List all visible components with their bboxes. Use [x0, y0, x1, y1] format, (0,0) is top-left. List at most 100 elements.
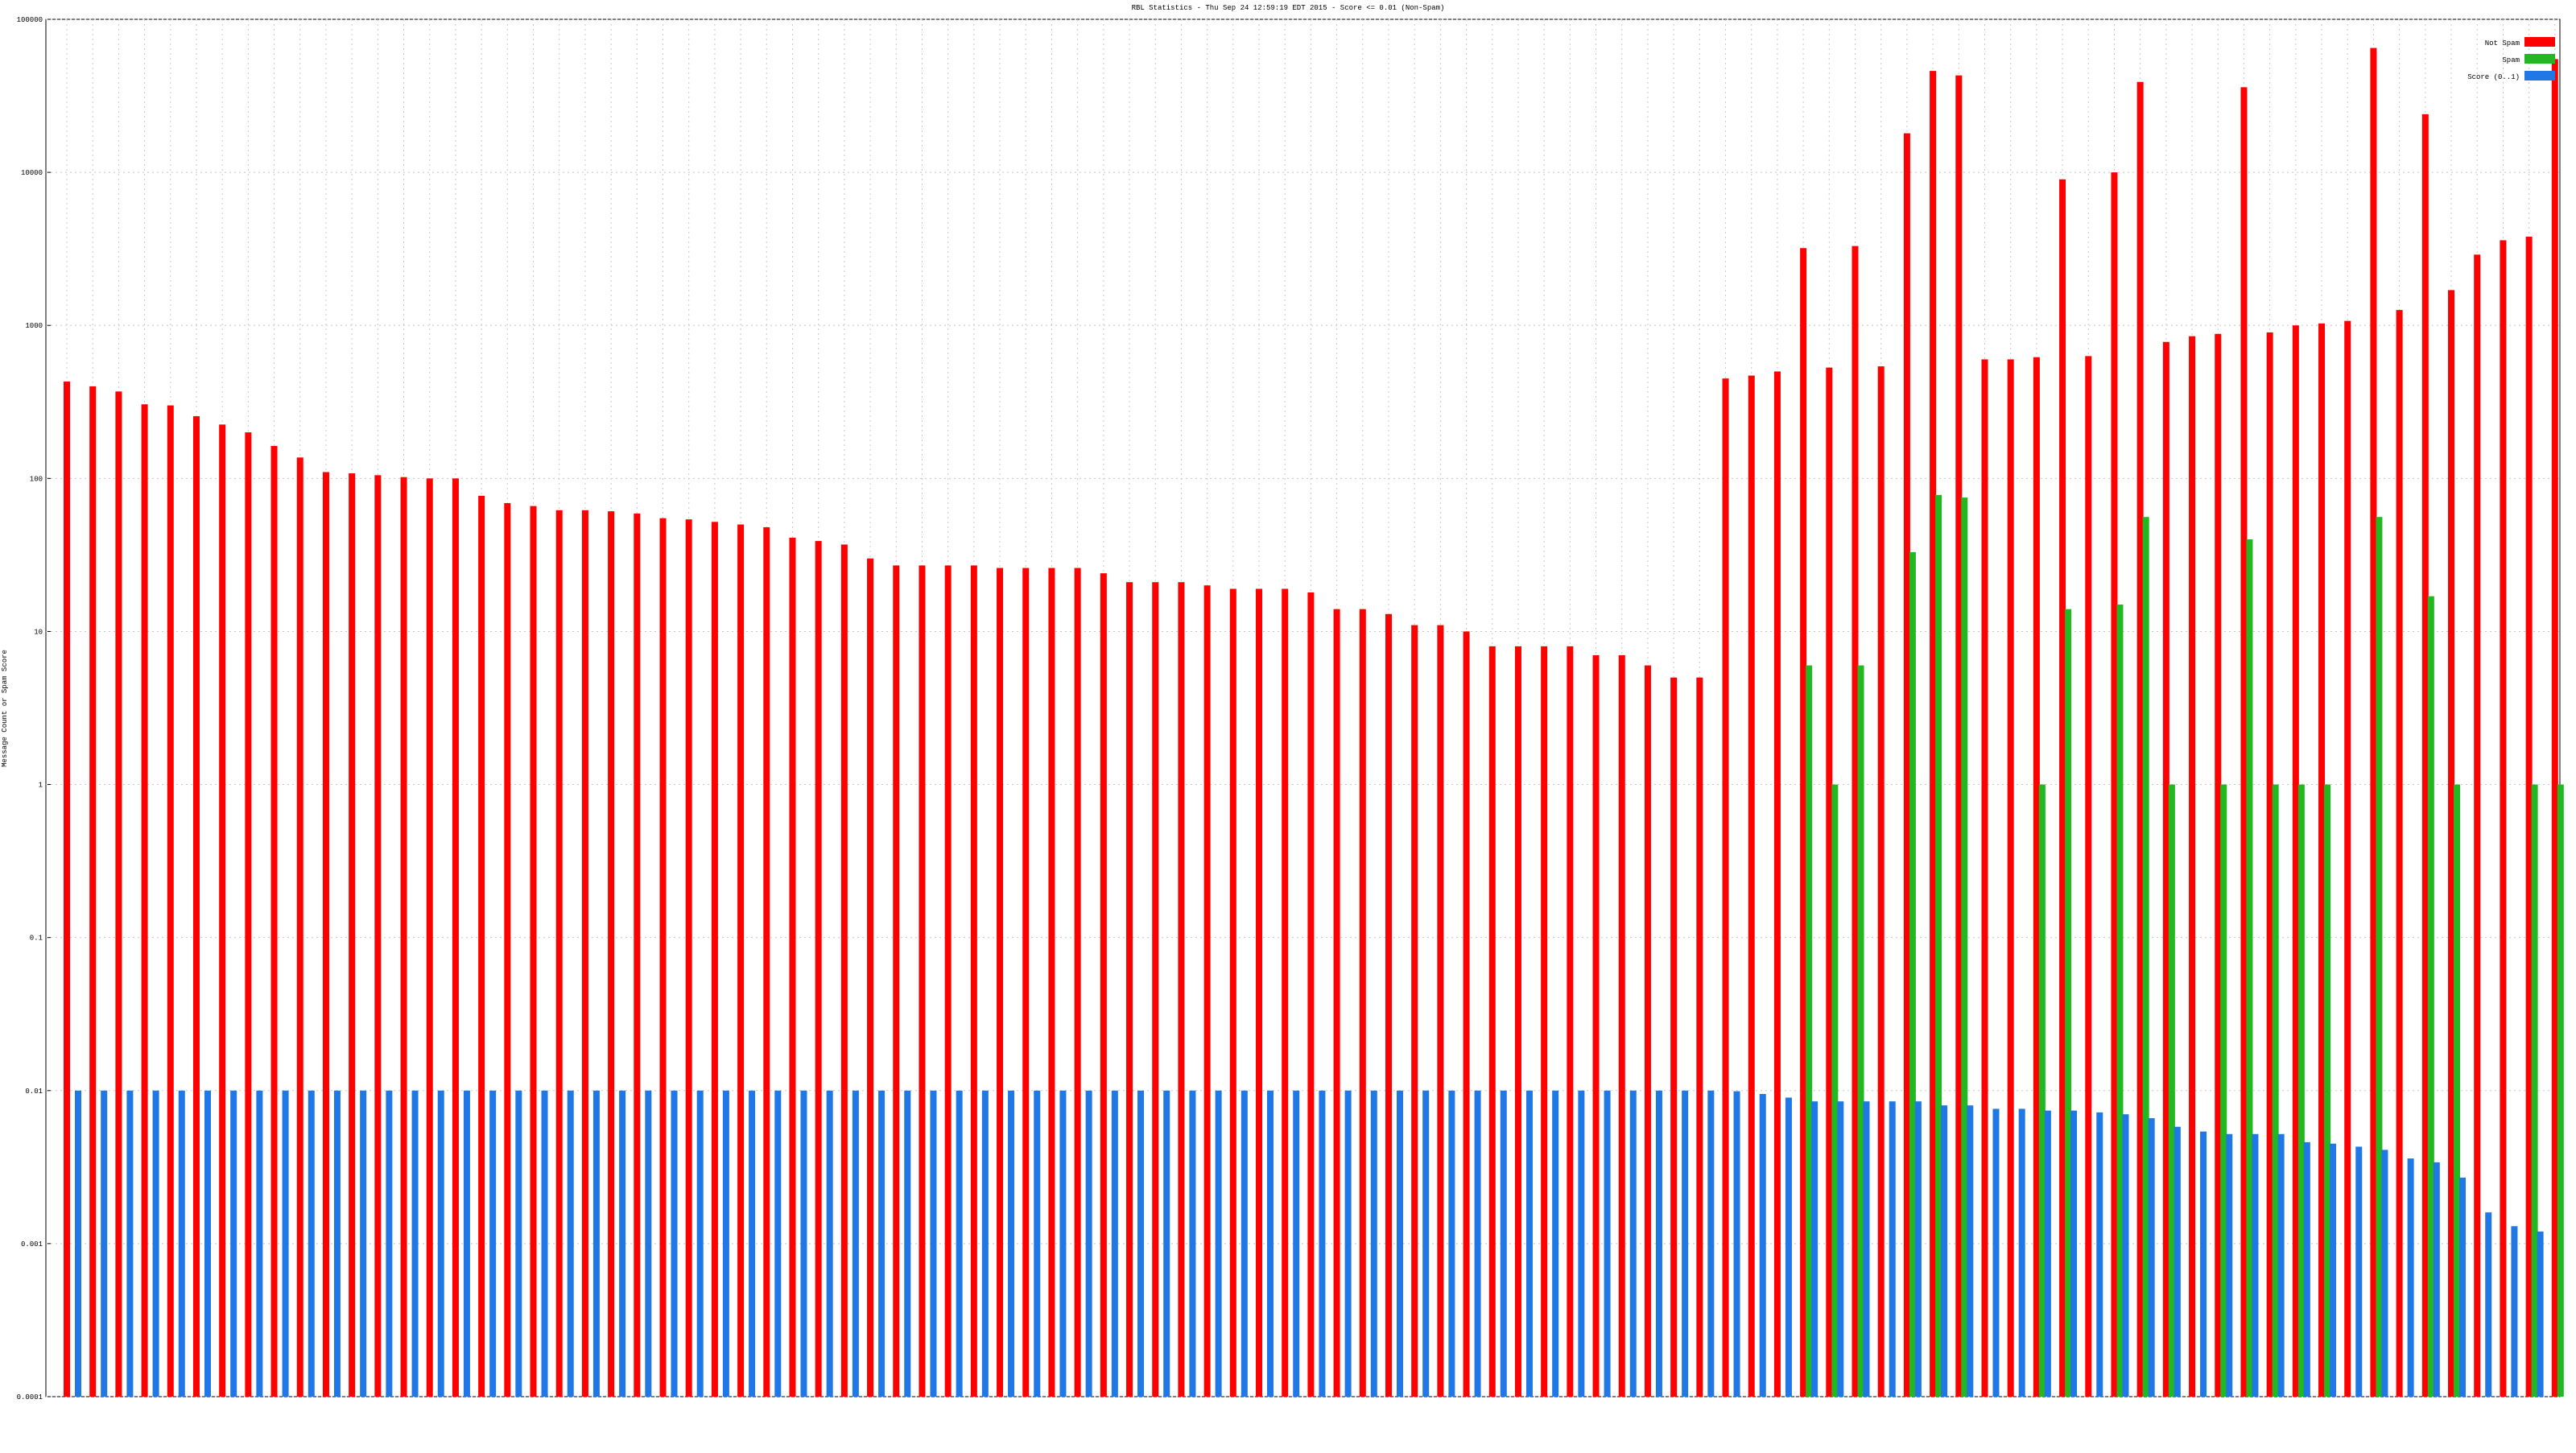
bar	[1126, 582, 1133, 1397]
bar	[737, 524, 745, 1397]
bar	[1448, 1090, 1455, 1397]
bar	[2085, 356, 2092, 1397]
bar	[1578, 1090, 1585, 1397]
bar	[2038, 784, 2046, 1397]
bar	[2370, 47, 2377, 1397]
bar	[555, 510, 563, 1397]
bar	[1618, 654, 1625, 1397]
bar	[1059, 1090, 1067, 1397]
bar	[1178, 582, 1185, 1397]
bar	[619, 1090, 626, 1397]
bar	[2330, 1143, 2337, 1397]
bar	[1889, 1101, 1896, 1397]
y-tick-label: 1	[39, 782, 43, 790]
bar	[1488, 646, 1496, 1397]
bar	[1215, 1090, 1222, 1397]
bar	[2511, 1226, 2518, 1397]
chart-title: RBL Statistics - Thu Sep 24 12:59:19 EDT…	[1132, 4, 1445, 12]
bar	[1707, 1090, 1715, 1397]
bar	[826, 1090, 833, 1397]
bar	[1241, 1090, 1248, 1397]
bar	[2407, 1158, 2414, 1397]
bar	[592, 1090, 600, 1397]
bar	[115, 391, 122, 1397]
bar	[322, 472, 329, 1397]
bar	[1670, 677, 1678, 1397]
bar	[1385, 613, 1392, 1397]
bar	[452, 478, 459, 1397]
bar	[2396, 310, 2403, 1397]
bar	[386, 1090, 393, 1397]
y-tick-label: 0.01	[25, 1088, 43, 1096]
bar	[2318, 323, 2326, 1397]
bar	[2070, 1110, 2078, 1397]
bar	[2007, 359, 2014, 1397]
bar	[1359, 609, 1366, 1397]
bar	[141, 404, 148, 1397]
bar	[1604, 1090, 1611, 1397]
bar	[567, 1090, 574, 1397]
bar	[1034, 1090, 1041, 1397]
bar	[2122, 1114, 2129, 1397]
bar	[1048, 568, 1055, 1397]
bar	[1189, 1090, 1196, 1397]
bar	[763, 526, 770, 1397]
bar	[2174, 1126, 2181, 1397]
bar	[256, 1090, 263, 1397]
bar	[2018, 1108, 2025, 1397]
y-axis-label: Message Count or Spam Score	[1, 650, 9, 767]
bar	[1759, 1094, 1766, 1397]
bar	[1282, 588, 1289, 1397]
bar	[101, 1090, 108, 1397]
bar	[1437, 625, 1444, 1397]
bar	[1748, 375, 1755, 1397]
bar	[489, 1090, 497, 1397]
bar	[1552, 1090, 1559, 1397]
bar	[581, 510, 588, 1397]
bar	[1981, 359, 1988, 1397]
bar	[1722, 378, 1729, 1397]
bar	[685, 519, 692, 1397]
bar	[2344, 320, 2351, 1397]
bar	[2500, 240, 2507, 1397]
bar	[1655, 1090, 1662, 1397]
bar	[2226, 1133, 2233, 1397]
bar	[2433, 1162, 2440, 1397]
bar	[1785, 1097, 1792, 1397]
bar	[789, 537, 796, 1397]
bar	[89, 386, 97, 1397]
bar	[374, 475, 382, 1397]
bar	[815, 541, 822, 1397]
bar	[1422, 1090, 1430, 1397]
bar	[1500, 1090, 1507, 1397]
bar	[2292, 325, 2299, 1397]
bar	[1085, 1090, 1092, 1397]
bar	[192, 416, 200, 1397]
bar	[1930, 71, 1937, 1397]
bar	[2065, 609, 2072, 1397]
bar	[852, 1090, 859, 1397]
bar	[2537, 1231, 2544, 1397]
bar	[1370, 1090, 1377, 1397]
y-tick-label: 100000	[17, 16, 43, 24]
bar	[1682, 1090, 1689, 1397]
bar	[1903, 133, 1910, 1397]
bar	[1863, 1101, 1870, 1397]
bar	[167, 405, 174, 1397]
bar	[1941, 1105, 1948, 1397]
bar	[1396, 1090, 1403, 1397]
bar	[2485, 1212, 2492, 1397]
bar	[245, 432, 252, 1397]
y-tick-label: 100	[30, 475, 43, 483]
bar	[296, 457, 303, 1397]
bar	[2448, 290, 2455, 1397]
legend-label: Spam	[2502, 56, 2520, 64]
bar	[645, 1090, 652, 1397]
bar	[411, 1090, 419, 1397]
bar	[1541, 646, 1548, 1397]
y-tick-label: 10	[34, 628, 43, 636]
bar	[2427, 596, 2434, 1397]
bar	[2355, 1146, 2363, 1397]
bar	[1696, 677, 1703, 1397]
